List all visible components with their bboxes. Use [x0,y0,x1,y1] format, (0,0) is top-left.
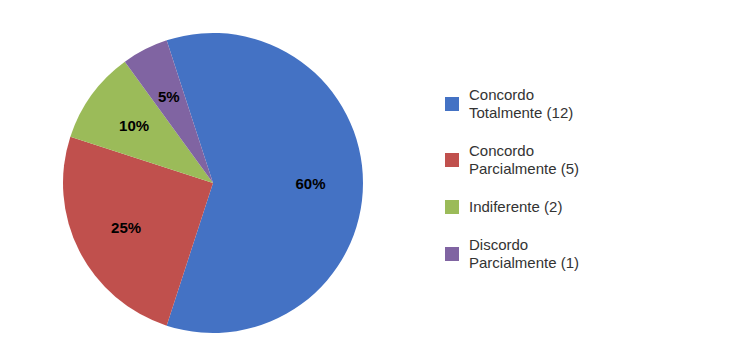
html-text:Indiferente (2): Indiferente (2) [469,197,563,215]
svg-text:10%: 10% [119,117,149,134]
svg-text:25%: 25% [111,219,141,236]
svg-text:60%: 60% [295,175,325,192]
svg-text:5%: 5% [158,88,180,105]
html-text:Discordo Parcialmente (1): Discordo Parcialmente (1) [469,235,579,271]
html-text:Concordo Totalmente (12): Concordo Totalmente (12) [469,85,574,121]
html-text:Concordo Parcialmente (5): Concordo Parcialmente (5) [469,141,579,177]
